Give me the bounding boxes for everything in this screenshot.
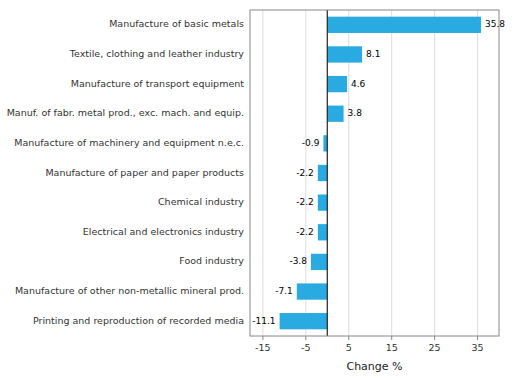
x-axis-label: Change % xyxy=(346,360,402,373)
bar xyxy=(318,224,327,240)
grid-line xyxy=(434,10,435,336)
data-label: -0.9 xyxy=(302,138,320,148)
data-label: -2.2 xyxy=(296,197,314,207)
data-label: 8.1 xyxy=(366,49,380,59)
tick-label: 35 xyxy=(471,342,483,353)
tick-label: -5 xyxy=(301,342,310,353)
data-label: 3.8 xyxy=(348,108,363,118)
category-label: Manufacture of transport equipment xyxy=(71,78,245,89)
tick-label: 15 xyxy=(386,342,398,353)
bar xyxy=(318,165,327,181)
x-ticks: -15 -5 5 15 25 35 xyxy=(255,336,483,353)
tick-mark xyxy=(305,336,306,340)
zero-line xyxy=(327,10,328,336)
bar xyxy=(297,283,327,299)
data-label: 4.6 xyxy=(351,79,366,89)
tick-label: 5 xyxy=(346,342,352,353)
bar xyxy=(311,254,327,270)
bar xyxy=(327,17,481,33)
tick-label: -15 xyxy=(255,342,271,353)
grid-line xyxy=(391,10,392,336)
category-labels: Printing and reproduction of recorded me… xyxy=(7,18,245,325)
category-label: Manufacture of basic metals xyxy=(109,18,244,29)
tick-label: 25 xyxy=(429,342,441,353)
category-label: Manuf. of fabr. metal prod., exc. mach. … xyxy=(7,107,244,118)
tick-mark xyxy=(348,336,349,340)
tick-mark xyxy=(434,336,435,340)
data-label: -11.1 xyxy=(252,316,275,326)
data-label: -3.8 xyxy=(289,256,307,266)
tick-mark xyxy=(391,336,392,340)
category-label: Electrical and electronics industry xyxy=(83,226,245,237)
category-label: Manufacture of machinery and equipment n… xyxy=(14,137,244,148)
bar xyxy=(327,46,362,62)
data-label: -2.2 xyxy=(296,168,314,178)
tick-mark xyxy=(262,336,263,340)
data-labels: -11.1 -7.1 -3.8 -2.2 -2.2 -2.2 -0.9 3.8 4.6 8.1 35… xyxy=(252,19,505,325)
category-label: Manufacture of other non-metallic minera… xyxy=(15,285,244,296)
grid-line xyxy=(477,10,478,336)
tick-mark xyxy=(477,336,478,340)
data-label: -7.1 xyxy=(275,286,293,296)
category-label: Textile, clothing and leather industry xyxy=(69,48,245,59)
bar xyxy=(327,76,347,92)
category-label: Manufacture of paper and paper products xyxy=(45,167,244,178)
bar xyxy=(280,313,328,329)
data-label: -2.2 xyxy=(296,227,314,237)
bar xyxy=(318,194,327,210)
category-label: Food industry xyxy=(179,255,244,266)
bar xyxy=(327,106,343,122)
chart: Printing and reproduction of recorded me… xyxy=(0,0,529,378)
plot-frame xyxy=(250,10,499,336)
bars xyxy=(280,10,481,336)
grid xyxy=(263,10,478,336)
category-label: Printing and reproduction of recorded me… xyxy=(33,315,244,326)
category-label: Chemical industry xyxy=(158,196,244,207)
grid-line xyxy=(262,10,263,336)
data-label: 35.8 xyxy=(485,19,505,29)
